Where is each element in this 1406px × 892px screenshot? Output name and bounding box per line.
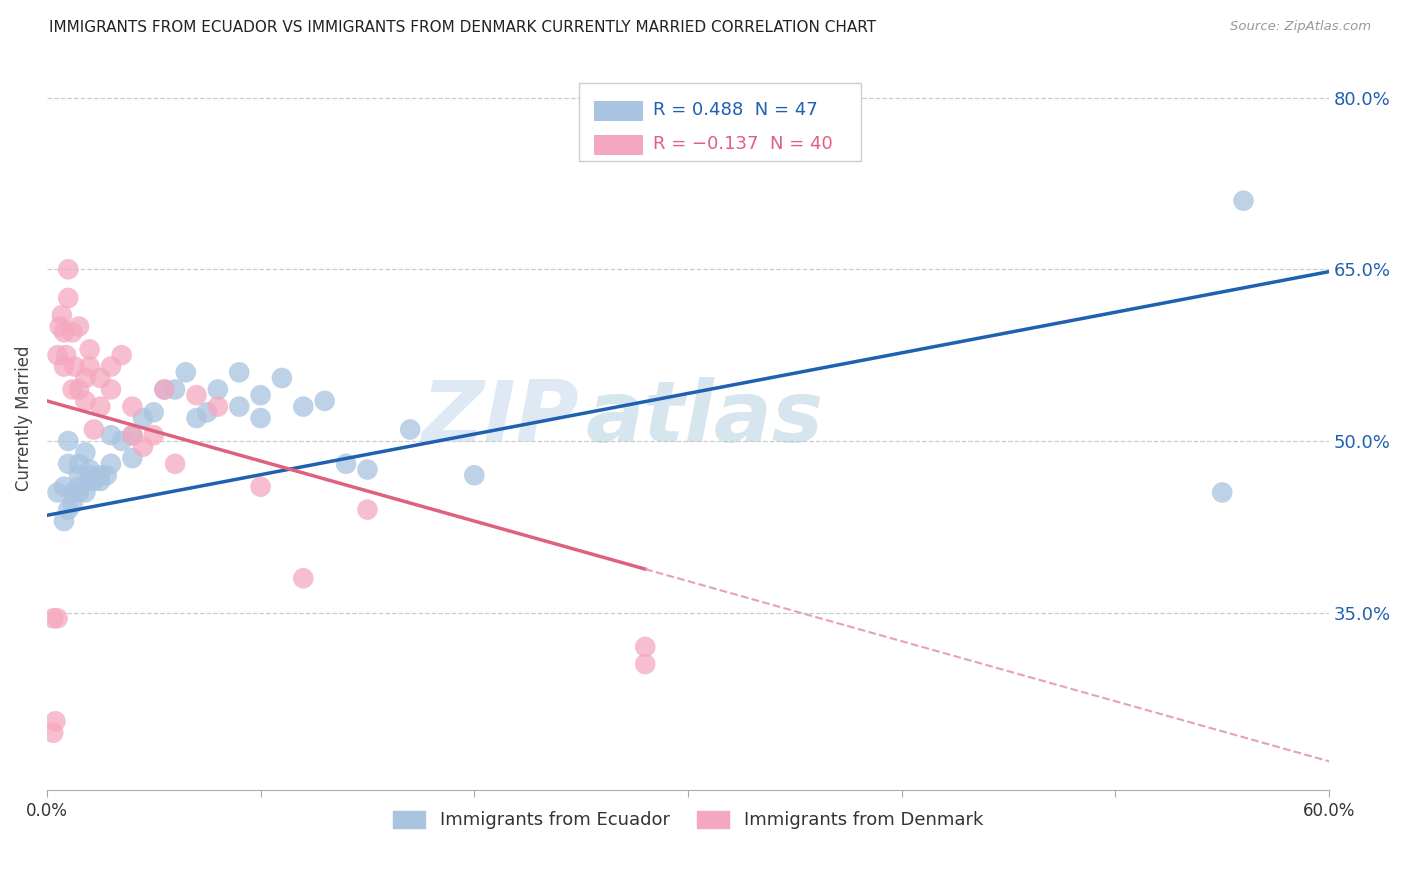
Point	[42, 611, 65, 625]
Point	[55, 348, 77, 362]
Point	[58, 457, 80, 471]
Point	[335, 457, 357, 471]
Point	[207, 383, 229, 397]
Point	[53, 359, 76, 374]
Point	[48, 319, 70, 334]
Point	[356, 502, 378, 516]
Point	[153, 383, 176, 397]
Point	[165, 383, 187, 397]
Point	[51, 308, 73, 322]
Point	[249, 480, 271, 494]
Point	[634, 640, 657, 654]
FancyBboxPatch shape	[579, 84, 860, 161]
Point	[58, 434, 80, 448]
Point	[356, 462, 378, 476]
Point	[292, 571, 315, 585]
Point	[89, 371, 111, 385]
Point	[58, 291, 80, 305]
Point	[79, 468, 101, 483]
Point	[58, 262, 80, 277]
Point	[121, 428, 143, 442]
Point	[62, 325, 84, 339]
Point	[79, 343, 101, 357]
Bar	[595, 136, 643, 155]
Point	[67, 468, 90, 483]
Point	[79, 474, 101, 488]
Point	[62, 383, 84, 397]
Point	[186, 388, 208, 402]
Point	[111, 434, 134, 448]
Point	[83, 423, 105, 437]
Text: Source: ZipAtlas.com: Source: ZipAtlas.com	[1230, 20, 1371, 33]
Point	[75, 393, 97, 408]
Legend: Immigrants from Ecuador, Immigrants from Denmark: Immigrants from Ecuador, Immigrants from…	[385, 804, 990, 837]
Point	[142, 405, 165, 419]
Point	[89, 400, 111, 414]
Point	[271, 371, 294, 385]
Point	[46, 611, 69, 625]
Point	[207, 400, 229, 414]
Point	[53, 514, 76, 528]
Point	[249, 388, 271, 402]
Point	[121, 400, 143, 414]
Text: ZIP: ZIP	[422, 376, 579, 459]
Bar	[595, 102, 643, 120]
Point	[79, 359, 101, 374]
Point	[314, 393, 336, 408]
Point	[228, 365, 250, 379]
Point	[165, 457, 187, 471]
Point	[399, 423, 422, 437]
Y-axis label: Currently Married: Currently Married	[15, 345, 32, 491]
Point	[62, 497, 84, 511]
Point	[100, 428, 122, 442]
Point	[67, 480, 90, 494]
Text: atlas: atlas	[585, 376, 824, 459]
Point	[292, 400, 315, 414]
Point	[42, 725, 65, 739]
Point	[186, 411, 208, 425]
Point	[58, 502, 80, 516]
Text: R = −0.137  N = 40: R = −0.137 N = 40	[654, 136, 834, 153]
Point	[249, 411, 271, 425]
Point	[63, 359, 86, 374]
Point	[62, 485, 84, 500]
Point	[75, 371, 97, 385]
Point	[228, 400, 250, 414]
Point	[195, 405, 218, 419]
Point	[46, 348, 69, 362]
Point	[111, 348, 134, 362]
Point	[634, 657, 657, 671]
Point	[89, 468, 111, 483]
Point	[132, 411, 155, 425]
Point	[174, 365, 197, 379]
Point	[67, 485, 90, 500]
Point	[67, 319, 90, 334]
Point	[75, 485, 97, 500]
Point	[153, 383, 176, 397]
Point	[132, 440, 155, 454]
Point	[96, 468, 118, 483]
Point	[79, 462, 101, 476]
Point	[89, 474, 111, 488]
Text: R = 0.488  N = 47: R = 0.488 N = 47	[654, 101, 818, 120]
Point	[121, 451, 143, 466]
Point	[463, 468, 485, 483]
Point	[1232, 194, 1254, 208]
Point	[67, 383, 90, 397]
Point	[75, 445, 97, 459]
Point	[100, 359, 122, 374]
Point	[53, 325, 76, 339]
Point	[121, 428, 143, 442]
Point	[53, 480, 76, 494]
Point	[67, 457, 90, 471]
Point	[100, 457, 122, 471]
Point	[1211, 485, 1233, 500]
Point	[100, 383, 122, 397]
Point	[83, 474, 105, 488]
Point	[46, 485, 69, 500]
Text: IMMIGRANTS FROM ECUADOR VS IMMIGRANTS FROM DENMARK CURRENTLY MARRIED CORRELATION: IMMIGRANTS FROM ECUADOR VS IMMIGRANTS FR…	[49, 20, 876, 35]
Point	[44, 714, 66, 729]
Point	[142, 428, 165, 442]
